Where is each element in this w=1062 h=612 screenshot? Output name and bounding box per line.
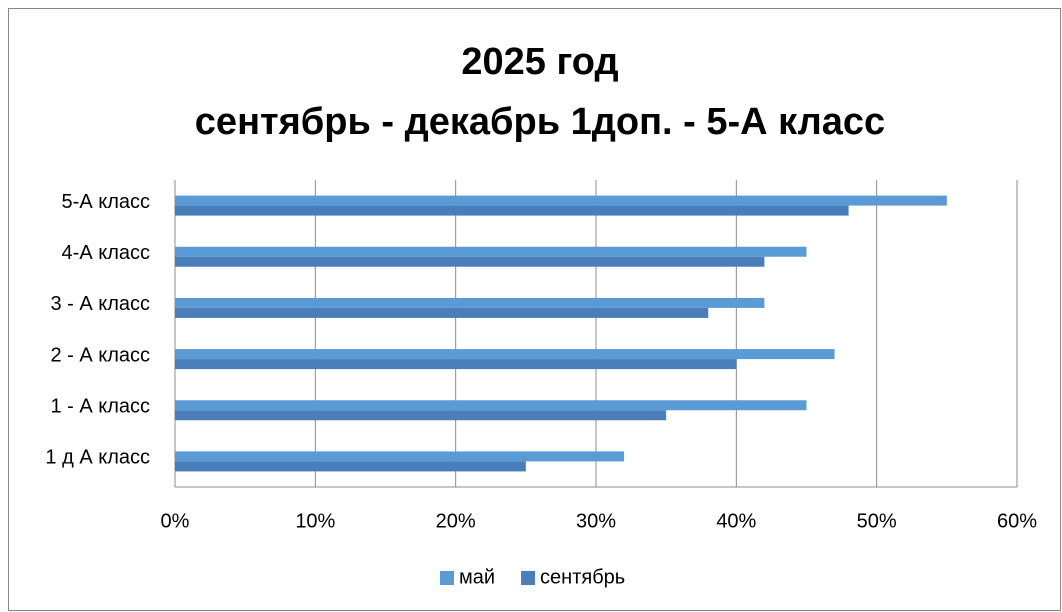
bar bbox=[175, 205, 849, 216]
chart-title: сентябрь - декабрь 1доп. - 5-А класс bbox=[195, 101, 885, 143]
x-tick-label: 50% bbox=[857, 510, 897, 532]
y-tick-label: 1 д А класс bbox=[45, 447, 150, 469]
bar bbox=[175, 246, 807, 257]
y-tick-label: 1 - А класс bbox=[50, 396, 150, 418]
bar bbox=[175, 410, 667, 421]
bar bbox=[175, 451, 625, 462]
y-tick-label: 2 - А класс bbox=[50, 344, 150, 366]
bar bbox=[175, 256, 765, 267]
bar bbox=[175, 195, 947, 206]
x-tick-label: 10% bbox=[295, 510, 335, 532]
legend-swatch bbox=[521, 571, 536, 585]
legend-swatch bbox=[440, 571, 454, 585]
x-tick-label: 40% bbox=[716, 510, 756, 532]
x-tick-label: 30% bbox=[576, 510, 616, 532]
x-tick-label: 0% bbox=[161, 510, 190, 532]
chart-title: 2025 год bbox=[461, 41, 618, 83]
y-tick-label: 3 - А класс bbox=[50, 293, 150, 315]
x-tick-label: 60% bbox=[997, 510, 1037, 532]
bar bbox=[175, 400, 807, 411]
legend-label: сентябрь bbox=[540, 566, 625, 588]
bar bbox=[175, 461, 526, 472]
x-tick-label: 20% bbox=[436, 510, 476, 532]
bar bbox=[175, 297, 765, 308]
bar bbox=[175, 359, 737, 370]
bar bbox=[175, 349, 835, 360]
y-tick-label: 5-А класс bbox=[62, 191, 150, 213]
legend-label: май bbox=[459, 566, 495, 588]
y-tick-label: 4-А класс bbox=[62, 242, 150, 264]
bar bbox=[175, 307, 709, 318]
